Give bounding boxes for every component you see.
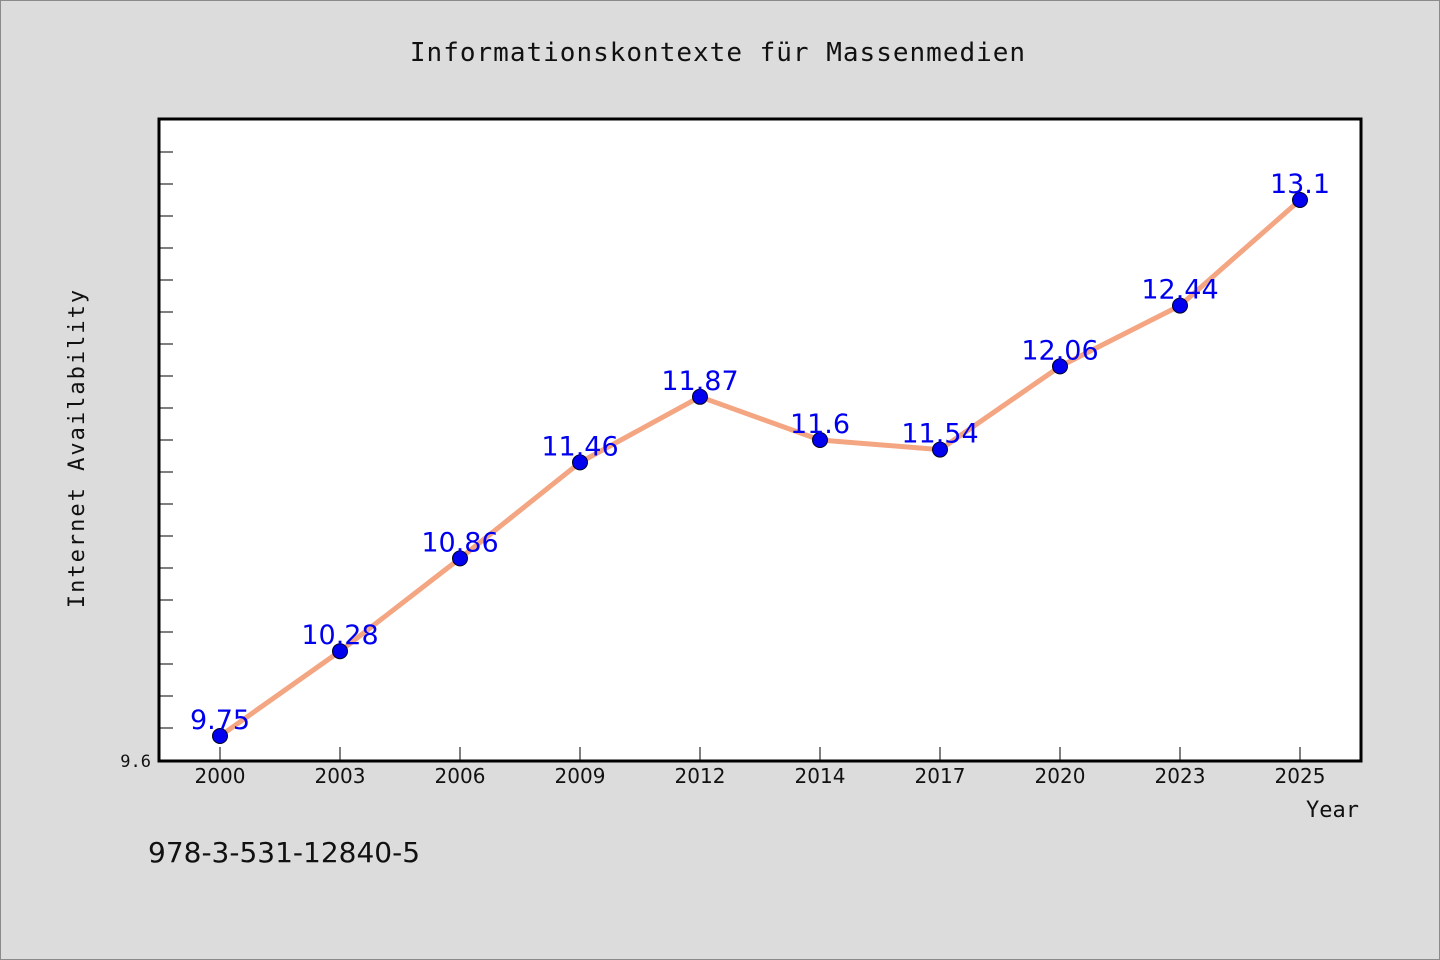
data-markers [212,192,1308,744]
data-point [1292,192,1308,208]
data-point [1052,358,1068,375]
y-axis-label: Internet Availability [65,288,90,608]
x-tick-label: 2006 [435,764,486,788]
isbn-text: 978-3-531-12840-5 [148,836,420,869]
data-label: 9.75 [190,705,250,736]
data-label: 11.54 [901,419,978,450]
x-tick-label: 2009 [555,764,606,788]
data-label: 11.87 [661,366,738,397]
y-tick-label: 9.6 [120,752,151,772]
data-point [212,728,228,744]
data-point [572,454,588,471]
y-axis-ticks [160,119,173,761]
plot-area [157,117,1363,763]
series-line [217,197,1303,739]
data-label: 11.46 [541,431,618,462]
data-label: 10.86 [421,527,498,558]
x-tick-label: 2017 [915,764,966,788]
data-label: 13.1 [1270,169,1330,200]
data-label: 12.06 [1021,335,1098,366]
data-point [692,388,708,405]
x-tick-label: 2003 [315,764,366,788]
x-tick-label: 2000 [195,764,246,788]
data-label: 11.6 [790,409,850,440]
data-point [812,432,828,448]
data-point [932,441,948,458]
x-tick-label: 2020 [1035,764,1086,788]
data-point [1172,297,1188,314]
x-axis-ticks: 2000 2003 2006 2009 2012 2014 2017 2020 2023 2025 [195,747,1326,788]
x-tick-label: 2012 [675,764,726,788]
x-tick-label: 2023 [1155,764,1206,788]
data-point [452,550,468,567]
x-tick-label: 2025 [1275,764,1326,788]
chart-title: Informationskontexte für Massenmedien [410,38,1026,68]
x-tick-label: 2014 [795,764,846,788]
data-label: 10.28 [301,620,378,651]
x-axis-label: Year [1306,798,1359,823]
data-labels: 9.75 10.28 10.86 11.46 11.87 11.6 11.54 12.06 12… [190,169,1330,736]
data-label: 12.44 [1141,275,1218,306]
data-point [332,643,348,660]
